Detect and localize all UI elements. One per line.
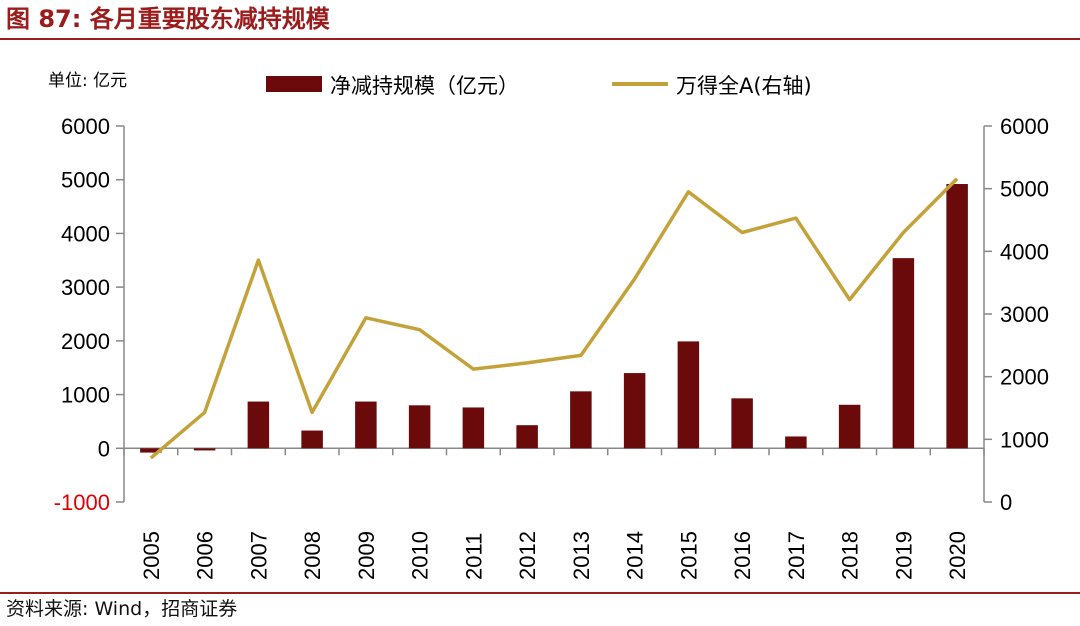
right-tick-label: 2000 <box>1000 365 1049 390</box>
x-tick-label: 2011 <box>461 533 486 580</box>
left-tick-label: 2000 <box>61 329 110 354</box>
left-tick-label: 3000 <box>61 275 110 300</box>
right-axis-ticks: 6000 5000 4000 3000 2000 1000 0 <box>1000 114 1049 515</box>
left-tick-label: 4000 <box>61 221 110 246</box>
x-tick-label: 2019 <box>891 531 916 580</box>
right-tick-label: 4000 <box>1000 239 1049 264</box>
right-tick-label: 5000 <box>1000 177 1049 202</box>
left-axis-ticks: 6000 5000 4000 3000 2000 1000 0 -1000 <box>54 114 110 515</box>
bar-2011 <box>462 407 485 449</box>
right-tick-label: 0 <box>1000 490 1012 515</box>
x-tick-label: 2007 <box>246 531 271 580</box>
x-tick-label: 2005 <box>139 531 164 580</box>
left-tick-label: 0 <box>98 436 110 461</box>
figure-title: 图 87: 各月重要股东减持规模 <box>6 5 330 33</box>
bar-2006 <box>193 448 216 451</box>
left-tick-label: -1000 <box>54 490 110 515</box>
right-tick-label: 6000 <box>1000 114 1049 139</box>
wind-a-line <box>149 177 959 460</box>
bar-2007 <box>247 401 270 449</box>
x-tick-label: 2016 <box>730 531 755 580</box>
x-tick-label: 2012 <box>515 531 540 580</box>
x-tick-label: 2006 <box>193 531 218 580</box>
source-rule <box>0 592 1080 594</box>
legend-bar-label: 净减持规模（亿元） <box>330 74 519 98</box>
bar-2014 <box>623 373 646 449</box>
bar-2009 <box>355 401 377 449</box>
bar-2008 <box>301 430 323 449</box>
x-tick-label: 2017 <box>784 531 809 580</box>
x-axis-ticks: 2005 2006 2007 2008 2009 2010 2011 2012 2013 2014… <box>139 531 970 580</box>
line-series <box>149 177 959 460</box>
right-tick-label: 3000 <box>1000 302 1049 327</box>
bar-2017 <box>785 436 807 449</box>
legend-line-label: 万得全A(右轴) <box>676 74 812 98</box>
bar-2020 <box>946 184 968 449</box>
x-tick-label: 2013 <box>569 531 594 580</box>
legend: 净减持规模（亿元） 万得全A(右轴) <box>266 74 812 98</box>
bar-2012 <box>516 425 538 449</box>
bar-2018 <box>838 404 861 449</box>
bar-2010 <box>408 405 431 449</box>
bar-2016 <box>731 398 753 449</box>
left-tick-label: 5000 <box>61 168 110 193</box>
source-note: 资料来源: Wind，招商证券 <box>6 598 238 620</box>
x-tick-label: 2008 <box>300 531 325 580</box>
bar-2005 <box>140 448 162 453</box>
bar-series <box>140 184 968 453</box>
unit-label: 单位: 亿元 <box>48 71 127 91</box>
left-tick-label: 6000 <box>61 114 110 139</box>
x-tick-label: 2015 <box>676 531 701 580</box>
axes <box>116 125 992 503</box>
bar-2015 <box>677 341 700 449</box>
x-tick-label: 2020 <box>945 531 970 580</box>
title-rule <box>0 38 1080 40</box>
legend-bar-swatch <box>266 76 322 92</box>
right-tick-label: 1000 <box>1000 427 1049 452</box>
bar-2013 <box>570 391 592 449</box>
x-tick-label: 2009 <box>354 531 379 580</box>
bar-2019 <box>892 258 915 449</box>
x-tick-label: 2010 <box>408 531 433 580</box>
x-tick-label: 2014 <box>623 531 648 580</box>
x-tick-label: 2018 <box>838 531 863 580</box>
left-tick-label: 1000 <box>61 383 110 408</box>
